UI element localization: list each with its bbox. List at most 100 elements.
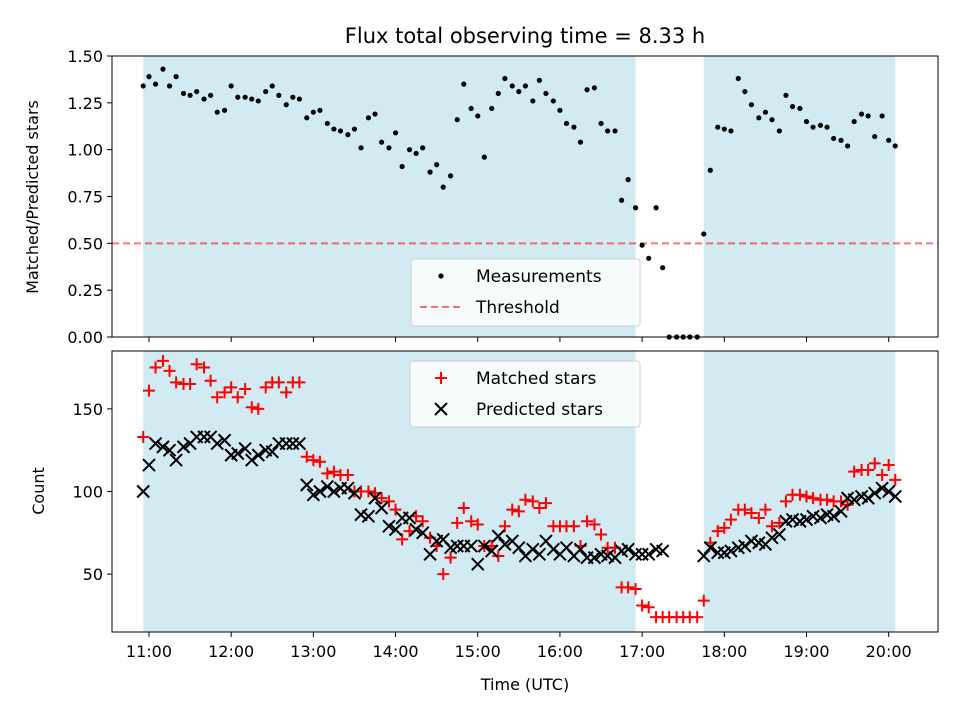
matched-stars-points (137, 354, 902, 624)
measurement-point (304, 115, 310, 121)
measurement-point (892, 143, 898, 149)
measurement-point (769, 117, 775, 123)
matched-star-point (841, 498, 854, 511)
measurement-point (331, 126, 337, 132)
matched-star-point (204, 374, 217, 387)
measurement-point (516, 88, 522, 95)
matched-star-point (362, 485, 375, 498)
count-legend: Matched stars Predicted stars (409, 360, 641, 428)
predicted-star-point (799, 512, 814, 527)
matched-star-point (190, 358, 203, 371)
matched-star-point (149, 361, 162, 374)
measurement-point (194, 88, 200, 95)
predicted-star-point (238, 441, 252, 456)
predicted-star-point (136, 484, 150, 499)
matched-star-point (759, 503, 772, 516)
predicted-star-point (156, 440, 170, 454)
measurement-point (427, 169, 433, 175)
measurement-point (221, 107, 228, 113)
ratio-panel: 0.00 0.25 0.50 0.75 1.00 1.25 1.50 Matched/Pre… (23, 47, 939, 347)
measurement-point (160, 66, 166, 72)
measurement-point (571, 124, 577, 130)
measurement-point (735, 75, 741, 82)
measurement-point (468, 105, 474, 112)
measurement-point (660, 265, 666, 271)
measurement-point (756, 115, 762, 121)
measurement-point (495, 90, 501, 97)
matched-star-point (389, 503, 402, 516)
measurement-point (420, 145, 426, 151)
matched-star-point (752, 511, 765, 524)
predicted-star-point (655, 544, 670, 558)
measurement-legend-label: Measurements (476, 267, 602, 287)
measurement-point (180, 90, 187, 97)
measurement-point (563, 120, 570, 127)
matched-star-point (724, 513, 737, 526)
measurement-point (146, 74, 152, 80)
measurement-point (454, 117, 460, 123)
ratio-y-tick-label: 0.25 (67, 281, 103, 300)
predicted-star-point (197, 430, 211, 444)
predicted-star-point (292, 436, 307, 451)
measurement-point (639, 242, 645, 248)
matched-star-point (581, 515, 594, 528)
measurement-point (701, 231, 707, 237)
measurement-point (605, 128, 611, 134)
predicted-star-point (861, 491, 875, 505)
measurement-point (612, 128, 618, 134)
measurement-point (187, 92, 193, 98)
ratio-legend-box (410, 258, 641, 327)
predicted-star-point (265, 445, 279, 459)
matched-star-point (506, 503, 519, 516)
measurement-point (317, 107, 323, 113)
predicted-star-point (388, 522, 403, 537)
measurement-point (448, 173, 454, 179)
predicted-star-point (477, 539, 492, 553)
matched-star-point (272, 376, 285, 389)
matched-star-point (800, 490, 813, 503)
measurement-point (536, 77, 542, 83)
time-x-tick-label: 20:00 (866, 642, 912, 661)
time-x-axis-label: Time (UTC) (480, 675, 569, 694)
predicted-star-point (245, 453, 259, 467)
measurement-point (543, 90, 549, 97)
measurement-point (509, 83, 515, 89)
measurement-point (365, 115, 372, 121)
ratio-y-tick-label: 0.00 (67, 328, 103, 347)
time-x-tick-label: 11:00 (126, 642, 172, 661)
predicted-star-point (347, 486, 362, 500)
predicted-star-point (635, 547, 649, 562)
matched-legend-marker (435, 372, 447, 384)
predicted-star-point (868, 486, 882, 500)
measurement-point (269, 83, 275, 89)
measurement-point (296, 96, 302, 102)
matched-star-point (225, 381, 238, 394)
measurement-point (406, 147, 413, 153)
matched-star-point (437, 568, 450, 581)
measurement-point (345, 132, 351, 138)
matched-star-point (198, 361, 211, 374)
matched-star-point (691, 611, 704, 624)
time-x-axis: 11:00 12:00 13:00 14:00 15:00 16:00 17:00 18:00… (126, 632, 912, 661)
measurement-point (324, 120, 330, 127)
matched-star-point (137, 430, 150, 443)
predicted-star-point (697, 549, 711, 563)
predicted-star-point (231, 446, 245, 461)
measurement-point (591, 85, 598, 91)
matched-star-point (239, 383, 252, 396)
predicted-star-point (142, 458, 156, 472)
measurement-point (290, 94, 296, 100)
matched-star-point (595, 528, 608, 541)
matched-star-point (697, 594, 710, 607)
count-y-tick-label: 50 (83, 565, 103, 584)
measurement-point (632, 205, 639, 211)
measurement-point (707, 167, 713, 173)
measurement-point (817, 122, 824, 128)
measurement-point (475, 113, 481, 119)
matched-star-point (471, 518, 484, 531)
predicted-star-point (546, 542, 561, 557)
measurement-point (434, 162, 440, 168)
time-x-tick-label: 12:00 (208, 642, 254, 661)
ratio-legend: Measurements Threshold (410, 258, 641, 327)
